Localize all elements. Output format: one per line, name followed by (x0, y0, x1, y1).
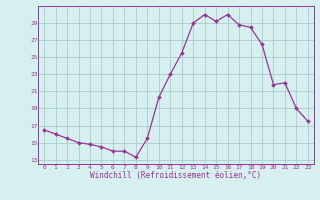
X-axis label: Windchill (Refroidissement éolien,°C): Windchill (Refroidissement éolien,°C) (91, 171, 261, 180)
